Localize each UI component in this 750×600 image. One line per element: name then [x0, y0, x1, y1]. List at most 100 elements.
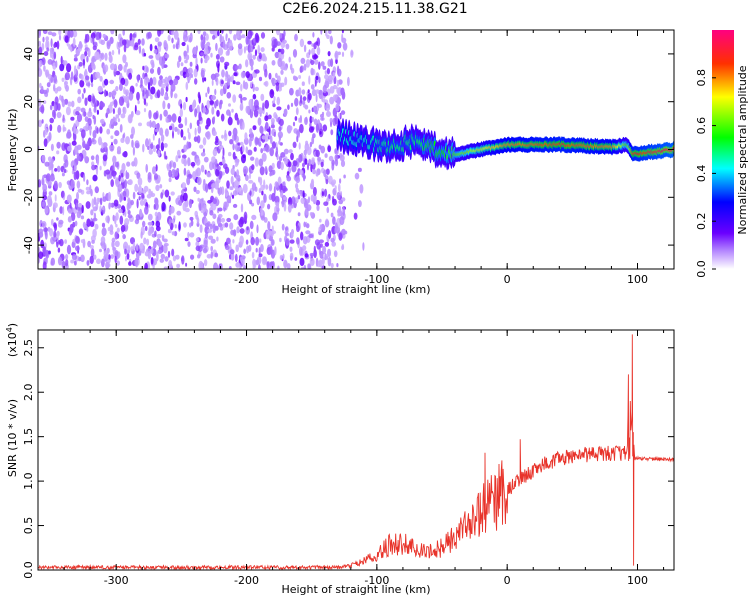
- heatmap-cell: [302, 245, 307, 251]
- heatmap-cell: [329, 118, 333, 123]
- heatmap-cell: [132, 191, 136, 200]
- heatmap-cell: [182, 154, 187, 159]
- heatmap-cell: [61, 99, 66, 108]
- heatmap-cell: [156, 251, 159, 262]
- heatmap-cell: [116, 146, 122, 153]
- heatmap-cell: [75, 106, 81, 112]
- colorbar-label: Normalized spectral amplitude: [736, 65, 749, 234]
- heatmap-cell: [295, 107, 299, 116]
- heatmap-cell: [152, 166, 156, 175]
- heatmap-cell: [111, 240, 115, 248]
- heatmap-cell: [57, 103, 61, 111]
- heatmap-cell: [164, 93, 167, 98]
- heatmap-cell: [50, 218, 54, 226]
- heatmap-cell: [159, 184, 163, 189]
- heatmap-cell: [238, 63, 242, 70]
- heatmap-cell: [279, 142, 283, 146]
- heatmap-cell: [318, 239, 324, 244]
- heatmap-cell: [246, 226, 249, 231]
- heatmap-cell: [235, 262, 241, 268]
- heatmap-cell: [54, 168, 58, 172]
- heatmap-cell: [334, 185, 337, 191]
- heatmap-cell: [49, 104, 53, 111]
- heatmap-cell: [274, 51, 280, 59]
- heatmap-cell: [318, 226, 321, 233]
- heatmap-cell: [275, 146, 279, 155]
- colorbar-ticks: 0.0 0.2 0.4 0.6 0.8: [695, 69, 716, 278]
- heatmap-cell: [38, 119, 42, 128]
- heatmap-cell: [57, 256, 63, 266]
- heatmap-cell: [65, 84, 69, 92]
- heatmap-cell: [261, 256, 267, 266]
- heatmap-cell: [155, 144, 160, 150]
- heatmap-cell: [200, 34, 204, 41]
- heatmap-cell: [275, 82, 280, 92]
- x-tick-label: -300: [104, 273, 129, 286]
- heatmap-cell: [262, 102, 265, 111]
- heatmap-cell: [210, 73, 216, 81]
- heatmap-cell: [206, 253, 212, 259]
- heatmap-cell: [160, 87, 165, 97]
- heatmap-cell: [48, 131, 52, 141]
- heatmap-cell: [335, 103, 340, 112]
- heatmap-cell: [115, 70, 121, 76]
- heatmap-cell: [139, 242, 145, 252]
- heatmap-cell: [305, 230, 311, 235]
- heatmap-cell: [207, 86, 210, 95]
- heatmap-cell: [49, 228, 54, 237]
- heatmap-cell: [73, 65, 77, 75]
- heatmap-cell: [110, 179, 114, 188]
- heatmap-cell: [322, 84, 327, 94]
- heatmap-cell: [150, 59, 155, 66]
- heatmap-cell: [303, 149, 307, 156]
- heatmap-cell: [229, 249, 235, 255]
- heatmap-cell: [254, 157, 259, 167]
- heatmap-cell: [74, 220, 78, 227]
- heatmap-cell: [330, 237, 335, 243]
- heatmap-cell: [190, 161, 196, 167]
- heatmap-cell: [143, 98, 147, 106]
- heatmap-cell: [266, 261, 270, 269]
- heatmap-cell: [167, 250, 171, 258]
- heatmap-cell: [77, 96, 82, 104]
- heatmap-cell: [232, 80, 236, 85]
- heatmap-cell: [259, 176, 263, 186]
- heatmap-cell: [50, 38, 53, 48]
- heatmap-cell: [80, 254, 85, 263]
- heatmap-cell: [93, 196, 97, 206]
- heatmap-cell: [101, 142, 104, 150]
- heatmap-cell: [191, 151, 196, 156]
- heatmap-cell: [281, 223, 285, 231]
- heatmap-cell: [85, 201, 91, 209]
- heatmap-cell: [233, 72, 238, 77]
- heatmap-cell: [139, 199, 145, 206]
- heatmap-cell: [137, 38, 141, 45]
- heatmap-cell: [330, 212, 334, 218]
- heatmap-cell: [90, 155, 95, 161]
- heatmap-cell: [295, 188, 300, 193]
- heatmap-cell: [229, 186, 234, 191]
- heatmap-cell: [234, 112, 239, 121]
- heatmap-cell: [332, 71, 336, 79]
- heatmap-cell: [92, 36, 95, 45]
- heatmap-cell: [205, 33, 209, 41]
- heatmap-cell: [321, 256, 325, 266]
- heatmap-cell: [224, 244, 230, 250]
- heatmap-cell: [184, 50, 188, 57]
- heatmap-cell: [292, 49, 298, 58]
- heatmap-cell: [75, 111, 80, 116]
- heatmap-cell: [274, 195, 280, 204]
- heatmap-cell: [59, 238, 64, 247]
- heatmap-cell: [303, 221, 307, 228]
- heatmap-cell: [235, 244, 239, 253]
- heatmap-cell: [321, 188, 325, 193]
- heatmap-cell: [111, 90, 117, 96]
- heatmap-cell: [177, 128, 180, 135]
- heatmap-cell: [264, 99, 270, 109]
- heatmap-cell: [96, 127, 99, 134]
- heatmap-cell: [52, 202, 58, 209]
- heatmap-cell: [153, 258, 158, 266]
- heatmap-cell: [61, 172, 65, 177]
- heatmap-cell: [141, 192, 145, 199]
- heatmap-cell: [219, 56, 225, 63]
